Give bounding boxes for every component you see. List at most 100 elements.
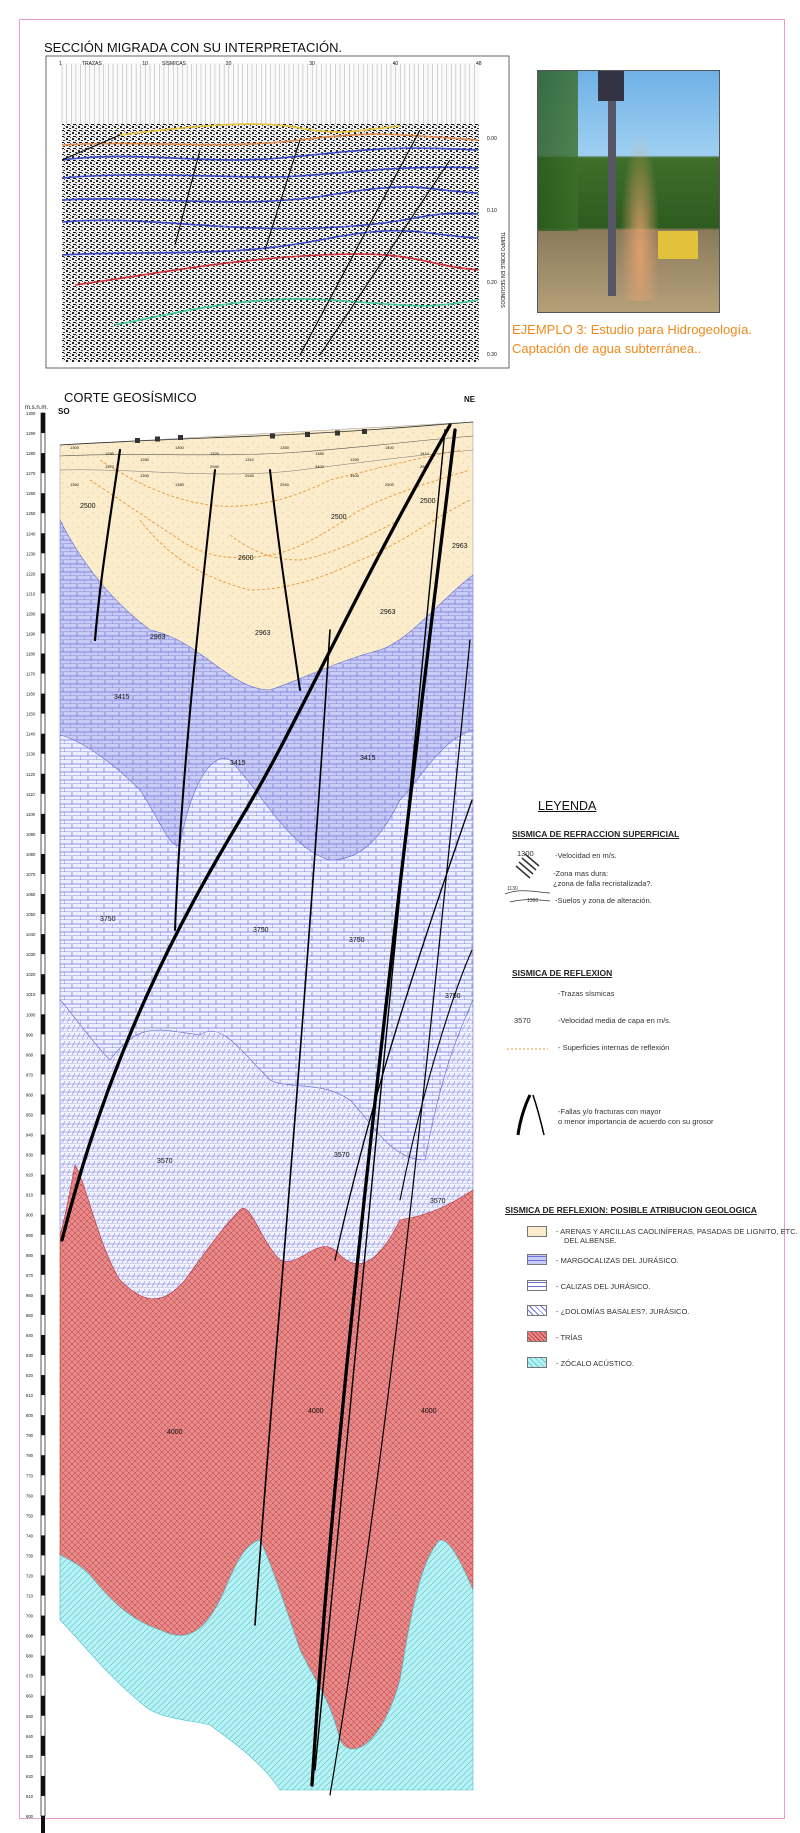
legend-fault-thick [516, 1094, 532, 1136]
legend-g2: - MARGOCALIZAS DEL JURÁSICO. [556, 1256, 679, 1265]
elevation-tick: 680 [26, 1654, 34, 1659]
elevation-axis-segment [41, 773, 45, 794]
legend-fault1: -Fallas y/o fracturas con mayor [558, 1107, 661, 1116]
elevation-tick: 940 [26, 1133, 34, 1138]
refraction-velocity-label: 1320 [210, 451, 220, 456]
elevation-tick: 930 [26, 1153, 34, 1158]
elevation-tick: 660 [26, 1694, 34, 1699]
elevation-axis-segment [41, 1214, 45, 1235]
swatch-sand [527, 1226, 547, 1237]
refraction-velocity-label: 1350 [280, 445, 290, 450]
elevation-axis-segment [41, 1134, 45, 1155]
seismic-horizon [119, 123, 401, 136]
hard-zone-marker [362, 429, 367, 434]
seismic-trace-tick: 30 [309, 61, 315, 67]
elevation-tick: 820 [26, 1373, 34, 1378]
refraction-velocity-label: 2940 [280, 482, 290, 487]
corte-title: CORTE GEOSÍSMICO [64, 390, 197, 405]
elevation-tick: 1220 [26, 571, 36, 576]
elevation-tick: 1300 [26, 411, 36, 416]
elevation-axis-segment [41, 573, 45, 594]
elevation-tick: 870 [26, 1273, 34, 1278]
elevation-axis-segment [41, 1334, 45, 1356]
velocity-label: 3415 [230, 760, 246, 767]
seismic-fault [61, 134, 121, 161]
velocity-label: 3750 [253, 927, 269, 934]
refraction-velocity-label: 1410 [420, 451, 430, 456]
refraction-velocity-label: 1370 [105, 464, 115, 469]
refraction-velocity-label: 3400 [350, 473, 360, 478]
seismic-data-area [62, 124, 479, 362]
elevation-axis-segment [41, 1735, 45, 1756]
refraction-ground-line [59, 421, 474, 446]
legend-refl-speed: -Velocidad media de capa en m/s. [558, 1016, 671, 1025]
elevation-tick: 1110 [26, 792, 35, 797]
elevation-axis-segment [41, 1615, 45, 1636]
caption-line2: Captación de agua subterránea.. [512, 341, 702, 356]
elevation-tick: 610 [26, 1794, 34, 1799]
drill-head [598, 71, 624, 101]
elevation-tick: 1280 [26, 451, 36, 456]
time-axis-tick: 0.30 [487, 352, 497, 358]
elevation-tick: 690 [26, 1634, 34, 1639]
reflection-surface [139, 499, 471, 591]
elevation-axis-segment [41, 1294, 45, 1315]
hard-zone-marker [335, 430, 340, 436]
elevation-tick: 1140 [26, 732, 36, 737]
elevation-tick: 900 [26, 1213, 34, 1218]
elevation-tick: 800 [26, 1413, 34, 1418]
legend-soil-icon [509, 899, 551, 903]
elevation-tick: 770 [26, 1473, 34, 1478]
hard-zone-marker [305, 432, 310, 437]
section-title: SECCIÓN MIGRADA CON SU INTERPRETACIÓN. [44, 40, 343, 55]
elevation-tick: 650 [26, 1714, 34, 1719]
elevation-axis-segment [41, 934, 45, 955]
fault-line [399, 949, 473, 1201]
seismic-fault [264, 139, 301, 251]
elevation-tick: 740 [26, 1533, 34, 1538]
elevation-axis-segment [41, 1054, 45, 1075]
truck [658, 231, 698, 259]
elevation-axis-segment [41, 1816, 45, 1833]
elevation-tick: 700 [26, 1614, 34, 1619]
elevation-axis-segment [41, 1775, 45, 1796]
elevation-tick: 1230 [26, 551, 36, 556]
velocity-label: 2600 [238, 555, 254, 562]
elevation-tick: 620 [26, 1774, 34, 1779]
dust-plume [620, 131, 660, 301]
elevation-tick: 750 [26, 1513, 34, 1518]
elevation-tick: 1080 [26, 852, 36, 857]
elevation-tick: 760 [26, 1493, 34, 1498]
legend-sec-reflection: SISMICA DE REFLEXION [512, 968, 613, 978]
elevation-tick: 1020 [26, 972, 36, 977]
velocity-label: 4000 [308, 1408, 324, 1415]
elevation-axis-segment [41, 493, 45, 514]
unit-zocalo [59, 1539, 474, 1791]
elevation-axis-segment [41, 1094, 45, 1115]
fault-line [310, 428, 457, 1787]
seismic-horizon [61, 212, 479, 230]
elevation-tick: 1090 [26, 832, 36, 837]
time-axis-label: TIEMPO DOBLE EN SEGUNDOS [499, 232, 505, 309]
elevation-tick: 980 [26, 1052, 34, 1057]
elevation-axis-segment [41, 1014, 45, 1035]
seismic-trace-tick: 20 [226, 61, 232, 67]
velocity-label: 3750 [445, 993, 461, 1000]
velocity-label: 3570 [334, 1152, 350, 1159]
elevation-tick: 710 [26, 1594, 34, 1599]
elevation-axis-segment [41, 733, 45, 754]
legend-g1b: DEL ALBENSE. [564, 1236, 617, 1245]
hard-zone-marker [178, 435, 183, 440]
elevation-tick: 1200 [26, 611, 36, 616]
elevation-axis-segment [41, 653, 45, 674]
elevation-tick: 810 [26, 1393, 34, 1398]
time-axis-tick: 0.10 [487, 208, 497, 214]
elevation-tick: 1170 [26, 672, 36, 677]
seismic-horizon [61, 229, 479, 256]
swatch-calizas [527, 1280, 547, 1291]
refraction-soil-line [59, 449, 474, 475]
hard-zone-marker [270, 433, 275, 439]
legend-hard-zone-icon [515, 853, 540, 879]
elevation-axis-segment [41, 1495, 45, 1516]
